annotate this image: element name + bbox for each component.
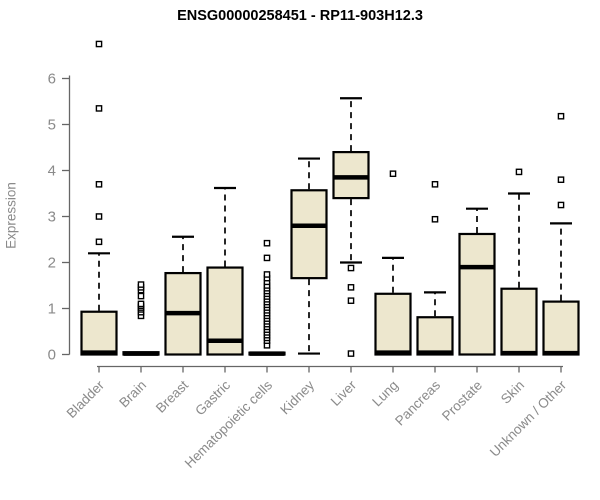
outlier-point: [263, 271, 271, 278]
box-hematopoietic-cells: [248, 239, 286, 356]
outlier-point: [431, 180, 439, 188]
box-gastric: [206, 186, 244, 356]
iqr-box: [542, 300, 580, 356]
y-tick-label: 3: [48, 209, 56, 226]
outlier-point: [389, 170, 397, 178]
iqr-box: [290, 189, 328, 280]
outlier-point: [557, 201, 565, 209]
x-tick-label: Skin: [498, 378, 527, 407]
box-brain: [122, 281, 160, 356]
iqr-box: [332, 151, 370, 200]
iqr-box: [416, 316, 454, 356]
y-tick-label: 5: [48, 117, 56, 134]
x-tick-label: Lung: [369, 378, 401, 410]
iqr-box: [374, 292, 412, 356]
iqr-box: [500, 287, 538, 356]
x-tick-label: Liver: [328, 377, 360, 409]
y-tick-label: 0: [48, 347, 56, 364]
y-tick-label: 6: [48, 71, 56, 88]
outlier-point: [347, 284, 355, 291]
box-liver: [332, 97, 370, 357]
iqr-box: [458, 232, 496, 356]
outlier-point: [263, 239, 271, 247]
x-tick-label: Kidney: [277, 377, 317, 417]
box-breast: [164, 235, 202, 356]
x-tick-label: Bladder: [64, 377, 108, 421]
outlier-point: [347, 297, 355, 304]
outlier-point: [95, 180, 103, 188]
outlier-point: [347, 264, 355, 272]
box-kidney: [290, 157, 328, 355]
box-skin: [500, 168, 538, 356]
outlier-point: [95, 213, 103, 220]
box-lung: [374, 170, 412, 356]
y-tick-label: 1: [48, 301, 56, 318]
box-pancreas: [416, 180, 454, 356]
outlier-point: [515, 168, 523, 176]
outlier-point: [137, 281, 145, 288]
outlier-point: [95, 238, 103, 246]
outlier-point: [557, 176, 565, 184]
x-tick-label: Unknown / Other: [487, 377, 570, 460]
outlier-point: [347, 350, 355, 357]
box-prostate: [458, 207, 496, 356]
x-tick-label: Brain: [116, 378, 149, 411]
outlier-point: [431, 215, 439, 223]
y-tick-label: 4: [48, 163, 56, 180]
x-tick-label: Prostate: [439, 378, 485, 424]
x-tick-label: Gastric: [192, 377, 233, 418]
x-tick-label: Breast: [153, 377, 191, 415]
outlier-point: [557, 112, 565, 120]
x-tick-label: Pancreas: [392, 377, 443, 428]
y-tick-label: 2: [48, 255, 56, 272]
y-axis: 0 1 2 3 4 5 6: [48, 71, 71, 364]
box-unknown-other: [542, 112, 580, 356]
outlier-point: [263, 254, 271, 262]
iqr-box: [80, 310, 118, 356]
chart-title: ENSG00000258451 - RP11-903H12.3: [177, 8, 423, 24]
outlier-point: [137, 300, 145, 308]
outlier-point: [137, 292, 145, 300]
outlier-point: [95, 105, 103, 112]
outlier-point: [95, 40, 103, 48]
box-bladder: [80, 40, 118, 356]
